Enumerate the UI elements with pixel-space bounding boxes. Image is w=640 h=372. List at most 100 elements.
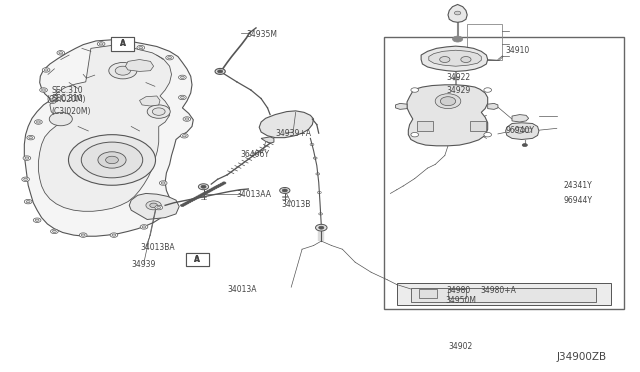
Bar (186, 253, 209, 266)
Bar (470, 121, 486, 131)
Text: (C3I020M): (C3I020M) (46, 95, 86, 104)
Circle shape (35, 120, 42, 124)
Circle shape (110, 233, 118, 237)
Polygon shape (512, 115, 529, 122)
Circle shape (484, 132, 492, 137)
Bar (411, 288, 596, 302)
Circle shape (24, 199, 32, 204)
Circle shape (29, 137, 33, 139)
Text: J34900ZB: J34900ZB (557, 352, 607, 362)
Circle shape (157, 206, 161, 209)
Circle shape (36, 121, 40, 123)
Polygon shape (24, 40, 193, 236)
Circle shape (109, 62, 137, 79)
Circle shape (201, 185, 206, 188)
Circle shape (182, 135, 186, 137)
Circle shape (115, 66, 131, 75)
Circle shape (187, 201, 191, 203)
Bar (417, 121, 433, 131)
Text: 34980+A: 34980+A (480, 286, 516, 295)
Circle shape (209, 189, 212, 191)
Circle shape (23, 156, 31, 160)
Circle shape (218, 184, 221, 186)
Polygon shape (261, 137, 274, 143)
Circle shape (316, 224, 327, 231)
Circle shape (44, 69, 48, 71)
Circle shape (98, 152, 126, 168)
Circle shape (454, 11, 461, 15)
Bar (467, 24, 502, 60)
Bar (384, 37, 624, 309)
Circle shape (282, 189, 287, 192)
Text: A: A (194, 255, 200, 264)
Circle shape (180, 76, 184, 78)
Circle shape (440, 57, 450, 62)
Circle shape (97, 42, 105, 46)
Circle shape (146, 201, 161, 210)
Text: 34980: 34980 (447, 286, 471, 295)
Circle shape (191, 198, 195, 201)
Bar (448, 289, 466, 298)
Circle shape (484, 88, 492, 92)
Circle shape (159, 181, 167, 185)
Text: 34939: 34939 (131, 260, 156, 269)
Text: 34910: 34910 (506, 46, 530, 55)
Text: 34929: 34929 (447, 86, 471, 95)
Text: 24341Y: 24341Y (563, 181, 592, 190)
Circle shape (189, 199, 193, 202)
Polygon shape (140, 96, 160, 106)
Text: 96944Y: 96944Y (563, 196, 592, 205)
Bar (419, 289, 437, 298)
Circle shape (524, 128, 532, 132)
Polygon shape (407, 85, 488, 146)
Circle shape (207, 190, 211, 192)
Circle shape (180, 134, 188, 138)
Circle shape (185, 202, 189, 204)
Bar (397, 283, 611, 305)
Circle shape (216, 185, 220, 187)
Bar (111, 37, 134, 51)
Circle shape (40, 88, 47, 92)
Polygon shape (129, 193, 179, 219)
Circle shape (24, 178, 28, 180)
Circle shape (27, 135, 35, 140)
Circle shape (435, 94, 461, 109)
Circle shape (180, 96, 184, 99)
Polygon shape (429, 50, 481, 66)
Circle shape (411, 88, 419, 92)
Circle shape (411, 132, 419, 137)
Circle shape (137, 45, 145, 50)
Circle shape (51, 229, 58, 234)
Circle shape (42, 68, 50, 72)
Text: 96940Y: 96940Y (506, 126, 534, 135)
Circle shape (200, 194, 204, 196)
Circle shape (26, 201, 30, 203)
Circle shape (179, 75, 186, 80)
Circle shape (99, 43, 103, 45)
Circle shape (112, 234, 116, 236)
Polygon shape (448, 4, 467, 22)
Text: SEC.310: SEC.310 (51, 94, 83, 103)
Polygon shape (38, 45, 172, 211)
Circle shape (319, 226, 324, 229)
Circle shape (59, 52, 63, 54)
Circle shape (139, 46, 143, 49)
Polygon shape (421, 46, 488, 71)
Text: 36406Y: 36406Y (240, 150, 269, 159)
Circle shape (51, 100, 54, 102)
Circle shape (280, 187, 290, 193)
Text: SEC.310: SEC.310 (51, 86, 83, 94)
Circle shape (461, 57, 471, 62)
Circle shape (22, 177, 29, 182)
Circle shape (140, 225, 148, 229)
Text: 34922: 34922 (447, 73, 471, 81)
Polygon shape (125, 60, 154, 71)
Polygon shape (506, 123, 539, 140)
Circle shape (185, 118, 189, 120)
Text: 34902: 34902 (449, 342, 473, 351)
Text: 34013AA: 34013AA (237, 190, 272, 199)
Text: A: A (120, 39, 126, 48)
Circle shape (452, 36, 463, 42)
Text: 34935M: 34935M (246, 30, 277, 39)
Circle shape (81, 142, 143, 178)
